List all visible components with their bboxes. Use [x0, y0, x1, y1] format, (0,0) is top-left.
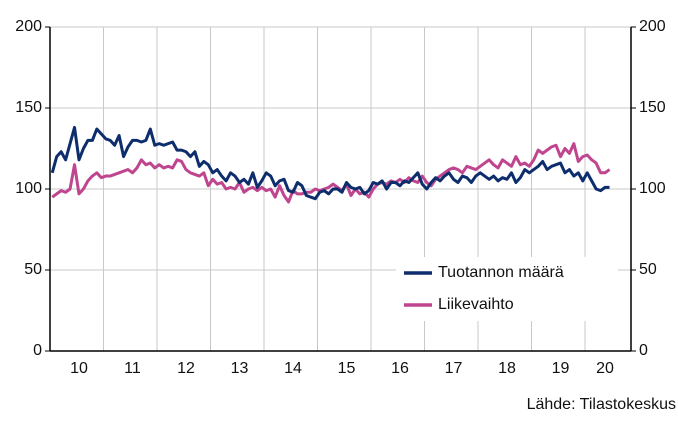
y-tick-label: 150: [15, 99, 42, 116]
y2-tick-label: 200: [639, 18, 666, 35]
legend-label: Tuotannon määrä: [438, 264, 564, 281]
x-tick-label: 18: [498, 360, 516, 377]
y-tick-label: 0: [33, 342, 42, 359]
y-tick-label: 200: [15, 18, 42, 35]
y2-tick-label: 150: [639, 99, 666, 116]
y2-tick-label: 50: [639, 261, 657, 278]
x-tick-label: 20: [596, 360, 614, 377]
x-tick-label: 19: [552, 360, 570, 377]
y2-tick-label: 0: [639, 342, 648, 359]
x-tick-label: 11: [124, 360, 141, 377]
x-tick-label: 13: [231, 360, 249, 377]
legend-box: [396, 257, 618, 321]
x-tick-label: 17: [445, 360, 463, 377]
x-tick-label: 14: [284, 360, 302, 377]
y-tick-label: 100: [15, 180, 42, 197]
series-line: [51, 142, 611, 204]
series-line: [50, 125, 610, 201]
x-tick-label: 12: [177, 360, 195, 377]
source: Lähde: Tilastokeskus: [527, 396, 676, 413]
y-tick-label: 50: [24, 261, 42, 278]
x-tick-label: 15: [338, 360, 356, 377]
y2-tick-label: 100: [639, 180, 666, 197]
x-tick-label: 10: [70, 360, 88, 377]
legend-label: Liikevaihto: [438, 296, 514, 313]
x-tick-label: 16: [391, 360, 409, 377]
